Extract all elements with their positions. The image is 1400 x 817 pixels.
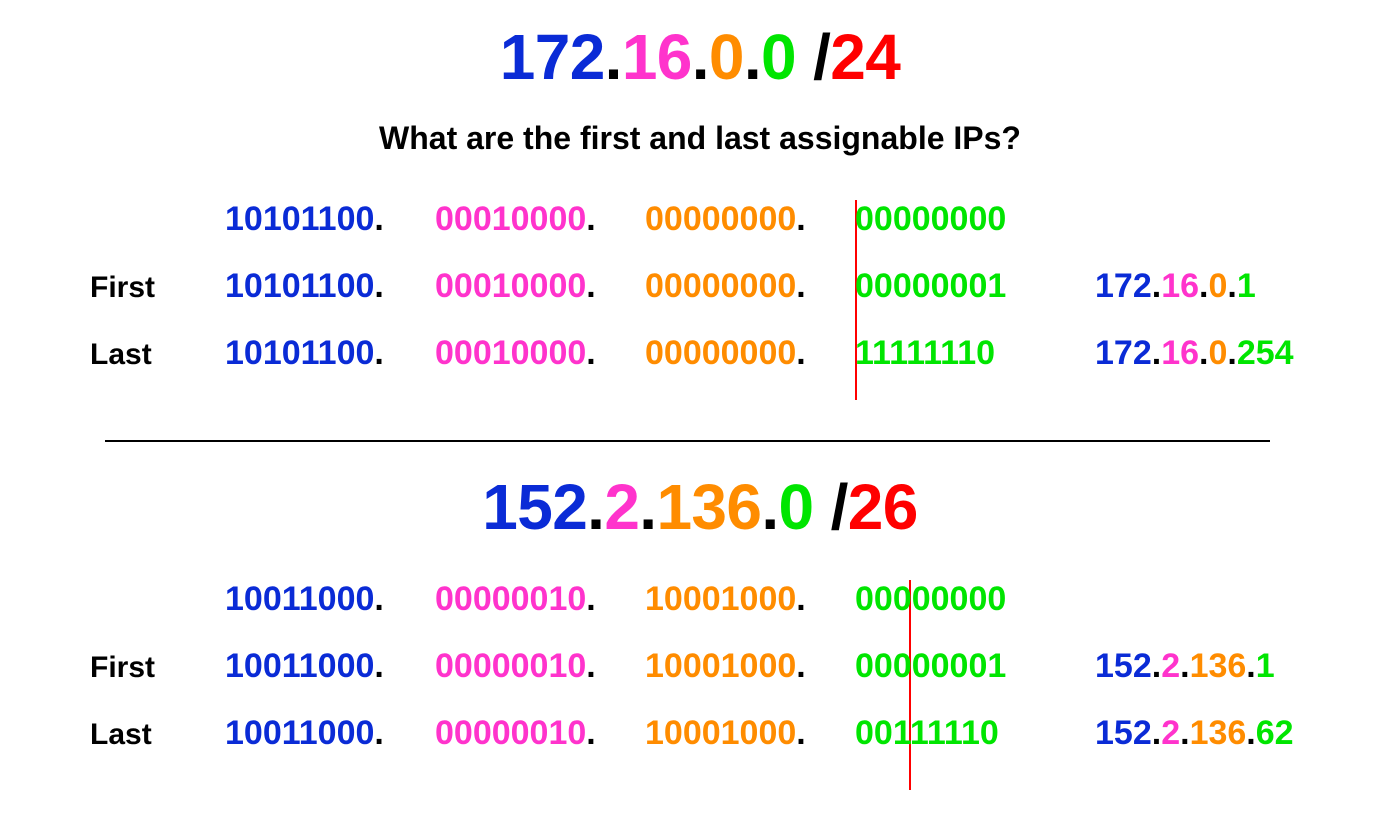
- section-divider-hr: [105, 440, 1270, 442]
- row1-2-bin-o4: 11111110: [855, 334, 1055, 373]
- row2-0-bin-o4: 00000000: [855, 580, 1055, 619]
- cidr2-slash: /: [831, 471, 848, 543]
- row1-2-bin-o3: 00000000.: [645, 334, 855, 373]
- row2-1-bin-o2: 00000010.: [435, 647, 645, 686]
- row2-2-dec: 152.2.136.62: [1055, 714, 1365, 753]
- cidr2-dot2: .: [639, 471, 656, 543]
- cidr2-octet3: 136: [656, 471, 761, 543]
- row2-0-bin-o3: 10001000.: [645, 580, 855, 619]
- row2-2-bin-o2: 00000010.: [435, 714, 645, 753]
- row1-1-label: First: [90, 271, 225, 305]
- row1-0-bin-o2: 00010000.: [435, 200, 645, 239]
- row2-1-bin-o4: 00000001: [855, 647, 1055, 686]
- cidr1-octet1: 172: [500, 21, 605, 93]
- cidr1-dot3: .: [744, 21, 761, 93]
- row2-1-label: First: [90, 651, 225, 685]
- row1-0-bin-o4: 00000000: [855, 200, 1055, 239]
- row1-0-bin-o3: 00000000.: [645, 200, 855, 239]
- cidr1-dot2: .: [692, 21, 709, 93]
- row2-2-label: Last: [90, 718, 225, 752]
- row1-2-dec: 172.16.0.254: [1055, 334, 1365, 373]
- cidr2-octet1: 152: [482, 471, 587, 543]
- row1-1-bin-o4: 00000001: [855, 267, 1055, 306]
- row2-1-bin-o3: 10001000.: [645, 647, 855, 686]
- row1-2-bin-o2: 00010000.: [435, 334, 645, 373]
- cidr2-dot1: .: [587, 471, 604, 543]
- cidr1-slash: /: [813, 21, 830, 93]
- cidr-title-1: 172.16.0.0 /24: [0, 20, 1400, 94]
- row1-1-dec: 172.16.0.1: [1055, 267, 1365, 306]
- row2-0-bin-o1: 10011000.: [225, 580, 435, 619]
- binary-rows-1: 10101100. 00010000. 00000000. 00000000 F…: [90, 200, 1365, 373]
- cidr1-dot1: .: [605, 21, 622, 93]
- row2-2-bin-o1: 10011000.: [225, 714, 435, 753]
- cidr2-dot3: .: [761, 471, 778, 543]
- row1-2-label: Last: [90, 338, 225, 372]
- binary-rows-2: 10011000. 00000010. 10001000. 00000000 F…: [90, 580, 1365, 753]
- cidr1-space: [796, 21, 813, 93]
- question-text: What are the first and last assignable I…: [0, 120, 1400, 157]
- row2-2-bin-o4: 00111110: [855, 714, 1055, 753]
- cidr2-space: [813, 471, 830, 543]
- row2-0-bin-o2: 00000010.: [435, 580, 645, 619]
- row1-1-bin-o3: 00000000.: [645, 267, 855, 306]
- page: 172.16.0.0 /24 What are the first and la…: [0, 0, 1400, 817]
- row1-0-bin-o1: 10101100.: [225, 200, 435, 239]
- cidr2-mask: 26: [848, 471, 918, 543]
- cidr1-octet3: 0: [709, 21, 744, 93]
- cidr2-octet4: 0: [778, 471, 813, 543]
- cidr1-mask: 24: [830, 21, 900, 93]
- row2-1-dec: 152.2.136.1: [1055, 647, 1365, 686]
- row1-1-bin-o1: 10101100.: [225, 267, 435, 306]
- cidr-title-2: 152.2.136.0 /26: [0, 470, 1400, 544]
- row1-2-bin-o1: 10101100.: [225, 334, 435, 373]
- row2-1-bin-o1: 10011000.: [225, 647, 435, 686]
- cidr2-octet2: 2: [604, 471, 639, 543]
- cidr1-octet2: 16: [622, 21, 692, 93]
- cidr1-octet4: 0: [761, 21, 796, 93]
- row1-1-bin-o2: 00010000.: [435, 267, 645, 306]
- row2-2-bin-o3: 10001000.: [645, 714, 855, 753]
